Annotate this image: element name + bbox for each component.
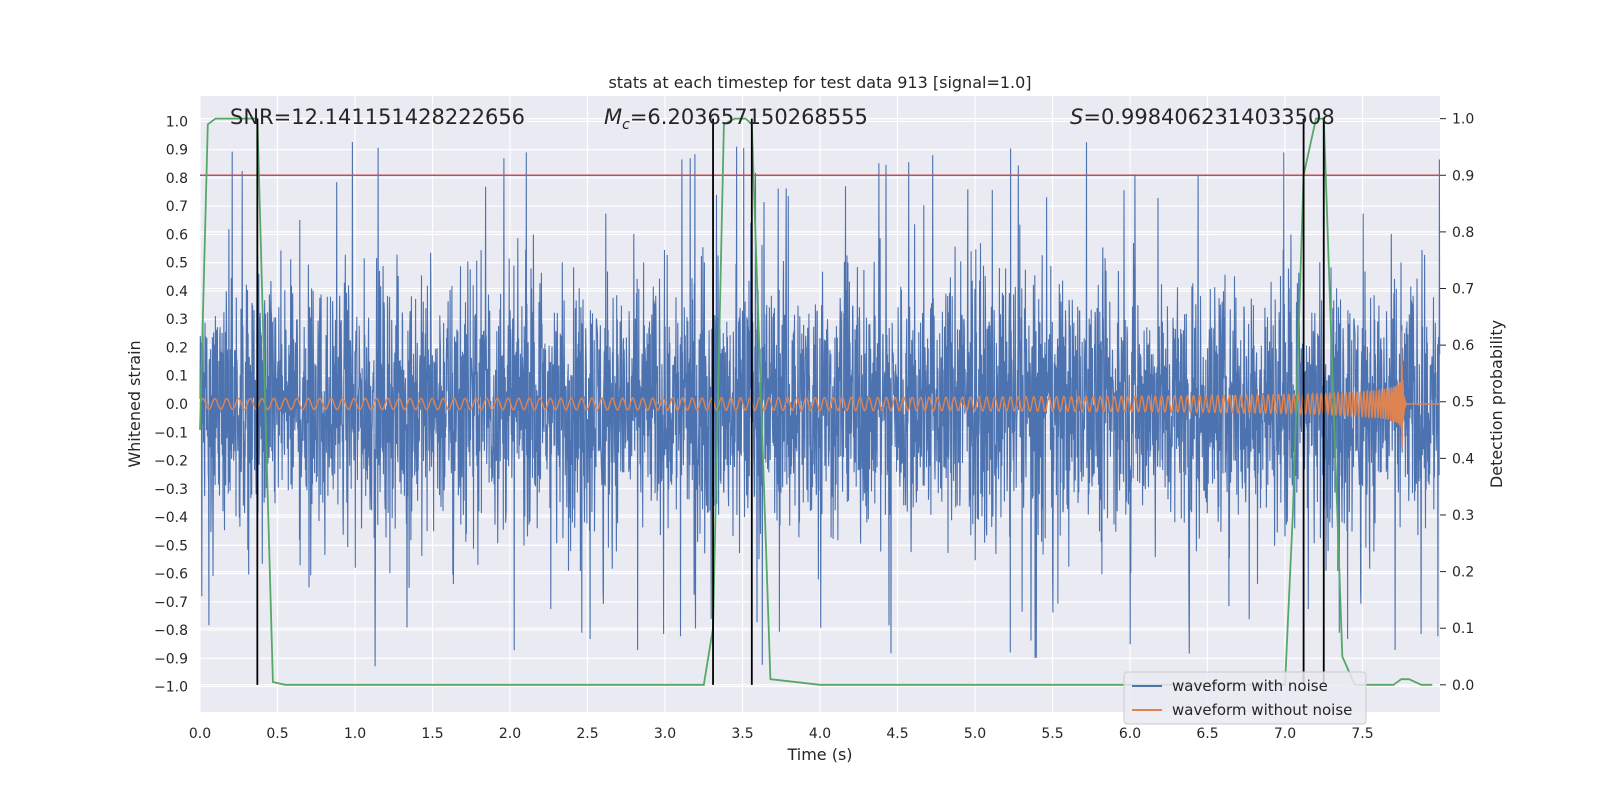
y-tick-label: −0.1 [154, 425, 188, 441]
waveform-without-noise-line [199, 330, 1440, 449]
x-tick-label: 3.0 [654, 726, 676, 742]
y-tick-labels: −1.0 −0.9 −0.8 −0.7 −0.6 −0.5 −0.4 −0.3 −0.2 −0.1… [154, 114, 188, 695]
y-tick-label: −0.7 [154, 595, 188, 611]
y-tick-label: −0.3 [154, 482, 188, 498]
y-tick-label: −0.6 [154, 567, 188, 583]
y-axis-label: Whitened strain [125, 340, 144, 467]
y-tick-label: −0.8 [154, 623, 188, 639]
y-tick-label: 0.3 [166, 312, 188, 328]
y-tick-label: 0.2 [166, 340, 188, 356]
y-tick-label: −0.4 [154, 510, 188, 526]
y2-tick-label: 0.4 [1452, 451, 1474, 467]
x-tick-label: 7.0 [1274, 726, 1296, 742]
y-tick-label: 0.7 [166, 199, 188, 215]
y2-tick-label: 0.0 [1452, 678, 1474, 694]
y-tick-label: −1.0 [154, 680, 188, 696]
y2-tick-label: 0.8 [1452, 225, 1474, 241]
x-tick-label: 5.5 [1041, 726, 1063, 742]
y-tick-label: 0.6 [166, 227, 188, 243]
x-tick-label: 2.0 [499, 726, 521, 742]
x-tick-label: 3.5 [731, 726, 753, 742]
series-waveform-with-noise [199, 141, 1441, 667]
series-waveform-without-noise [199, 330, 1440, 449]
x-tick-label: 2.5 [576, 726, 598, 742]
y-tick-label: 0.5 [166, 256, 188, 272]
x-tick-label: 5.0 [964, 726, 986, 742]
x-tick-label: 6.5 [1196, 726, 1218, 742]
vertical-markers [256, 118, 1325, 685]
y-tick-label: 0.1 [166, 369, 188, 385]
snr-annotation: SNR=12.141151428222656 [230, 105, 525, 129]
x-tick-label: 0.5 [266, 726, 288, 742]
s-annotation: S=0.9984062314033508 [1070, 105, 1335, 129]
mc-symbol: M [604, 105, 622, 129]
legend-label-waveform-without-noise: waveform without noise [1172, 701, 1352, 719]
mc-annotation: Mc=6.203657150268555 [604, 105, 868, 133]
series-detection-probability [199, 117, 1433, 686]
y-tick-label: 0.4 [166, 284, 188, 300]
y2-tick-label: 0.1 [1452, 621, 1474, 637]
chart-title: stats at each timestep for test data 913… [608, 73, 1031, 92]
x-axis-label: Time (s) [786, 745, 852, 764]
y-tick-label: 0.8 [166, 171, 188, 187]
y-tick-label: 0.9 [166, 143, 188, 159]
y2-tick-labels: 0.0 0.1 0.2 0.3 0.4 0.5 0.6 0.7 0.8 0.9 1.0 [1440, 112, 1474, 694]
legend-label-waveform-with-noise: waveform with noise [1172, 677, 1328, 695]
x-tick-label: 4.5 [886, 726, 908, 742]
y-tick-label: −0.5 [154, 538, 188, 554]
x-tick-label: 4.0 [809, 726, 831, 742]
x-tick-label: 0.0 [189, 726, 211, 742]
y2-axis-label: Detection probability [1487, 320, 1506, 488]
waveform-with-noise-line [199, 141, 1441, 667]
x-tick-label: 6.0 [1119, 726, 1141, 742]
detection-probability-line [199, 117, 1433, 686]
s-value: =0.9984062314033508 [1083, 105, 1334, 129]
mc-value: =6.203657150268555 [630, 105, 868, 129]
y2-tick-label: 1.0 [1452, 112, 1474, 128]
y2-tick-label: 0.5 [1452, 395, 1474, 411]
mc-subscript: c [622, 117, 630, 133]
legend: waveform with noise waveform without noi… [1123, 671, 1367, 725]
x-tick-label: 7.5 [1351, 726, 1373, 742]
legend-box [1123, 671, 1367, 725]
y-tick-label: −0.9 [154, 651, 188, 667]
s-symbol: S [1070, 105, 1083, 129]
y2-tick-label: 0.9 [1452, 168, 1474, 184]
x-tick-label: 1.5 [421, 726, 443, 742]
y2-tick-label: 0.7 [1452, 282, 1474, 298]
y2-tick-label: 0.2 [1452, 565, 1474, 581]
x-tick-label: 1.0 [344, 726, 366, 742]
y2-tick-label: 0.6 [1452, 338, 1474, 354]
y2-tick-label: 0.3 [1452, 508, 1474, 524]
y-tick-label: −0.2 [154, 454, 188, 470]
x-tick-labels: 0.0 0.5 1.0 1.5 2.0 2.5 3.0 3.5 4.0 4.5 5.0 5.5 6.0 6… [189, 726, 1374, 742]
y-tick-label: 1.0 [166, 114, 188, 130]
y-tick-label: 0.0 [166, 397, 188, 413]
